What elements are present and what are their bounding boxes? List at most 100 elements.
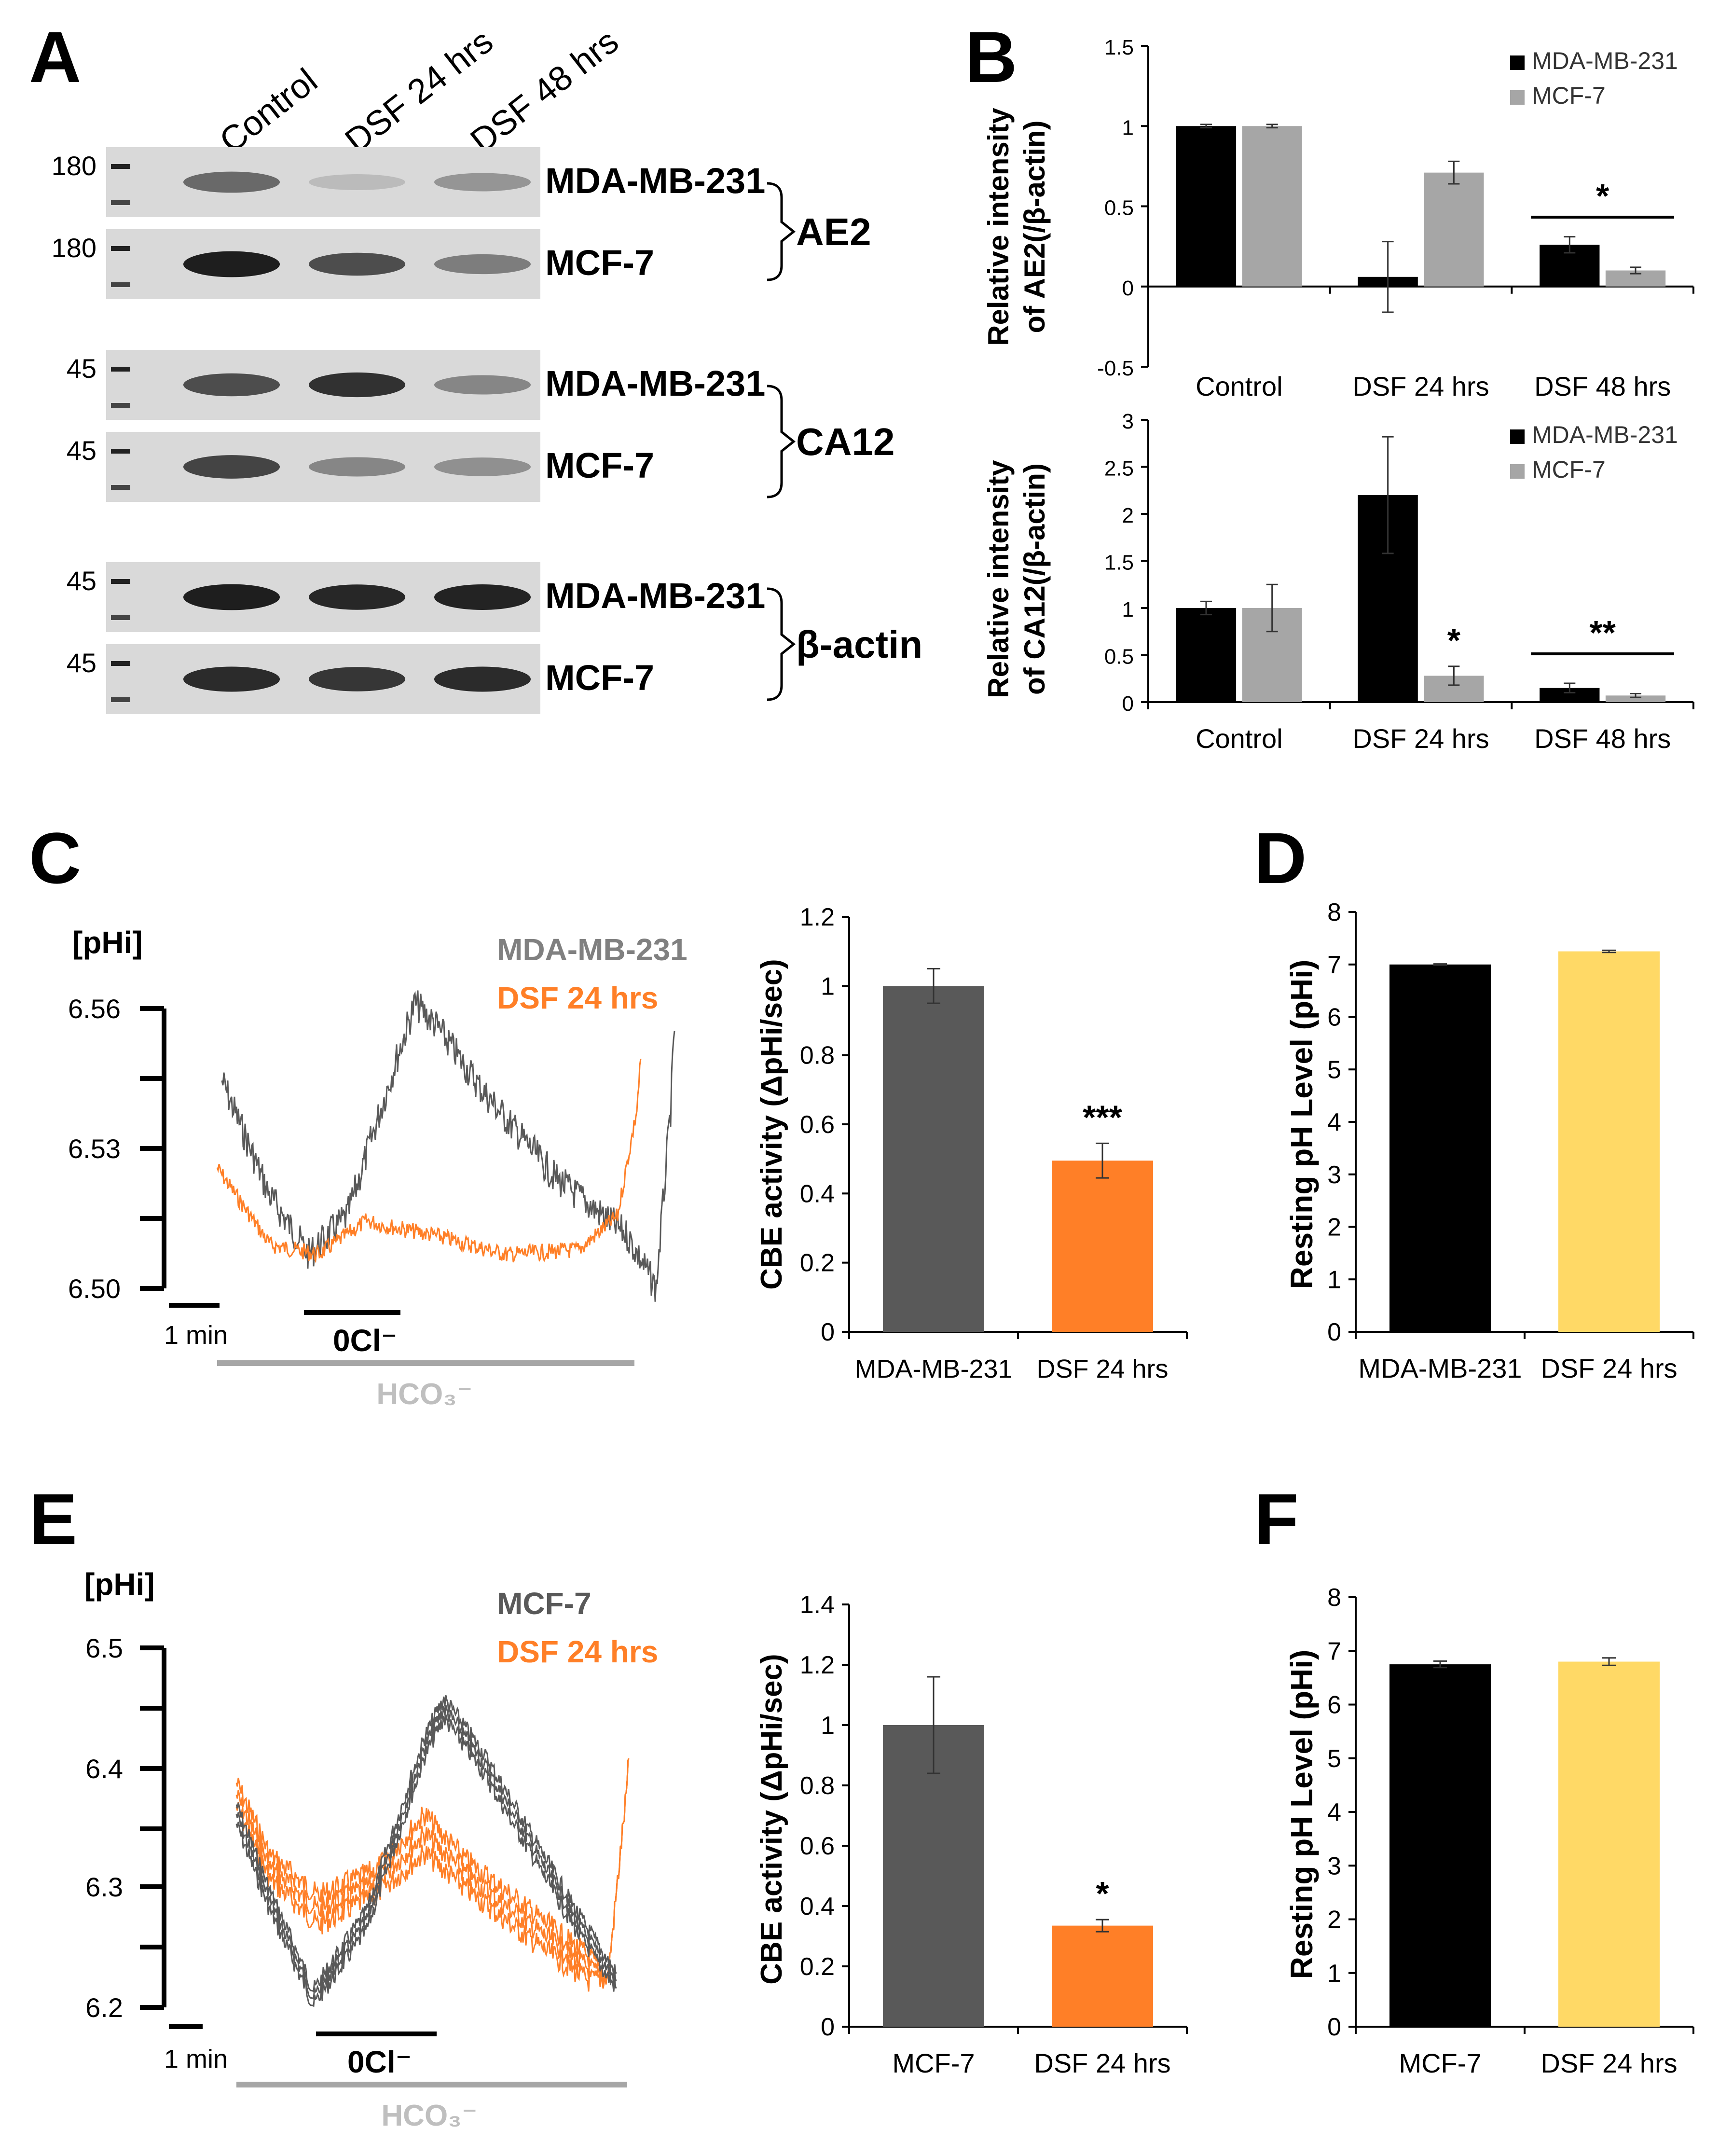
x-tick-label: DSF 24 hrs [1540, 1353, 1677, 1383]
blot-row [106, 147, 540, 217]
y-tick-label: 1 [821, 972, 835, 1000]
protein-band [309, 457, 405, 477]
y-axis-label: [pHi] [84, 1567, 155, 1602]
marker-band [111, 403, 130, 408]
significance-mark: * [1596, 177, 1609, 215]
x-tick-label: DSF 24 hrs [1036, 1354, 1168, 1383]
y-tick-label: 1 [1122, 598, 1134, 622]
protein-band [183, 455, 280, 479]
y-tick-label: 0.6 [800, 1832, 835, 1860]
marker-label: 180 [52, 151, 96, 181]
marker-label: 45 [67, 435, 96, 466]
blot-row [106, 350, 540, 420]
trace-line [235, 1714, 617, 2007]
y-tick-label: 4 [1327, 1108, 1341, 1136]
y-axis-label: CBE activity (ΔpHi/sec) [755, 1654, 788, 1984]
trace-line [235, 1695, 617, 1993]
marker-band [111, 579, 130, 584]
y-tick-label: 0.2 [800, 1249, 835, 1277]
y-tick-label: -0.5 [1097, 357, 1134, 380]
protein-band [183, 666, 280, 692]
marker-label: 45 [67, 648, 96, 678]
marker-band [111, 615, 130, 620]
y-tick-label: 6 [1327, 1004, 1341, 1032]
x-tick-label: DSF 24 hrs [1352, 371, 1489, 401]
cl-label: 0Cl⁻ [347, 2045, 412, 2079]
group-brace [767, 587, 796, 701]
x-tick-label: DSF 48 hrs [1534, 371, 1671, 401]
blot-row [106, 229, 540, 299]
bar [1558, 1661, 1660, 2027]
protein-band [434, 173, 531, 192]
chart-B_CA12: 3 2.5 2 1.5 1 0.5 0 Control DSF 24 hrs DSF 48 hrs… [1104, 410, 1694, 754]
y-tick-label: 6.5 [85, 1633, 123, 1663]
blot-row [106, 644, 540, 714]
legend-label: MDA-MB-231 [1532, 47, 1678, 74]
x-tick-label: DSF 24 hrs [1540, 2048, 1677, 2078]
blot-group-label: CA12 [796, 420, 895, 463]
bar [1052, 1161, 1153, 1332]
significance-mark: ** [1589, 614, 1616, 651]
x-tick-label: MCF-7 [892, 2048, 975, 2078]
x-tick-label: DSF 24 hrs [1352, 723, 1489, 754]
marker-label: 180 [52, 233, 96, 263]
y-tick-label: 1 [1122, 116, 1134, 139]
legend-label: MCF-7 [1532, 82, 1606, 109]
time-scale-label: 1 min [164, 2045, 228, 2073]
y-tick-label: 2 [1327, 1214, 1341, 1242]
marker-band [111, 282, 130, 287]
bar [1176, 608, 1237, 702]
x-tick-label: Control [1196, 723, 1283, 754]
y-tick-label: 0.5 [1104, 645, 1134, 669]
marker-band [111, 449, 130, 454]
group-brace [767, 385, 796, 498]
y-tick-label: 2 [1327, 1906, 1341, 1934]
y-tick-label: 6 [1327, 1691, 1341, 1719]
y-tick-label: 8 [1327, 898, 1341, 926]
y-tick-label: 6.53 [68, 1133, 121, 1164]
y-tick-label: 2.5 [1104, 457, 1134, 481]
x-tick-label: DSF 24 hrs [1034, 2048, 1170, 2078]
x-tick-label: Control [1196, 371, 1283, 401]
y-tick-label: 3 [1327, 1161, 1341, 1189]
marker-band [111, 367, 130, 372]
blot-cell-label: MCF-7 [545, 658, 654, 698]
protein-band [434, 375, 531, 395]
y-tick-label: 0.4 [800, 1180, 835, 1208]
y-tick-label: 0 [1122, 276, 1134, 300]
x-tick-label: MCF-7 [1399, 2048, 1481, 2078]
y-tick-label: 0.2 [800, 1953, 835, 1981]
chart-C_bar: 1.2 1 0.8 0.6 0.4 0.2 0 MDA-MB-231 DSF 24 hrs [800, 903, 1188, 1383]
protein-band [434, 254, 531, 275]
panel-label-d: D [1254, 817, 1307, 898]
y-axis-label: Resting pH Level (pHi) [1284, 960, 1319, 1289]
blot-cell-label: MDA-MB-231 [545, 363, 765, 403]
legend-swatch [1510, 55, 1525, 70]
y-axis-label: Resting pH Level (pHi) [1284, 1650, 1319, 1979]
y-tick-label: 0.6 [800, 1111, 835, 1139]
blot-cell-label: MCF-7 [545, 445, 654, 485]
y-tick-label: 7 [1327, 1637, 1341, 1665]
bar [1558, 951, 1660, 1332]
marker-band [111, 697, 130, 702]
marker-label: 45 [67, 353, 96, 384]
bar [1242, 126, 1302, 287]
panel-label-a: A [29, 16, 81, 97]
y-tick-label: 1.2 [800, 903, 835, 931]
blot-row [106, 562, 540, 632]
trace-line [221, 990, 675, 1302]
trace-line [235, 1758, 630, 1992]
bar [883, 986, 984, 1332]
chart-F_bar: 8 7 6 5 4 3 2 1 0 MCF-7 DSF 24 hrs [1327, 1584, 1694, 2078]
y-tick-label: 0 [821, 2013, 835, 2041]
y-tick-label: 1.4 [800, 1591, 835, 1619]
y-tick-label: 6.4 [85, 1754, 123, 1784]
trace-line [235, 1758, 630, 1986]
y-tick-label: 0 [1327, 2013, 1341, 2041]
y-tick-label: 2 [1122, 504, 1134, 527]
y-tick-label: 1.5 [1104, 551, 1134, 575]
trace-line [216, 1058, 642, 1264]
protein-band [309, 372, 405, 398]
chart-B_AE2: 1.5 1 0.5 0 -0.5 Control DSF 24 hrs DSF 48 hrs M… [1097, 36, 1694, 401]
chart-E_bar: 1.4 1.2 1 0.8 0.6 0.4 0.2 0 MCF-7 DSF 24 hrs [800, 1591, 1188, 2078]
